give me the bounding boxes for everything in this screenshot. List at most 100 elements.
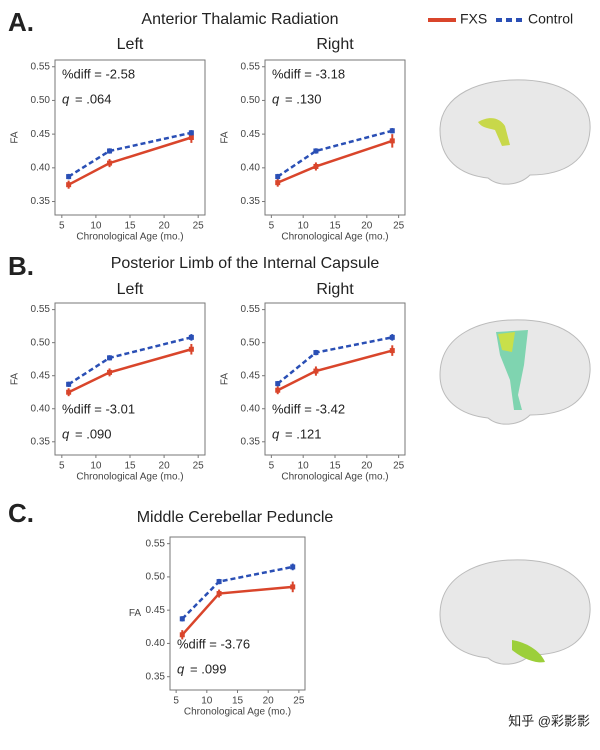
section-title: Anterior Thalamic Radiation <box>141 11 338 28</box>
data-point <box>188 130 194 136</box>
data-point <box>275 174 281 180</box>
chart: Left 0.35 0.40 0.45 0.50 0.55 5 10 15 20 25 Chronol… <box>10 36 206 243</box>
data-point <box>216 579 222 585</box>
y-tick-label: 0.50 <box>241 95 261 106</box>
y-tick-label: 0.40 <box>146 638 166 649</box>
data-point <box>389 348 395 354</box>
y-tick-label: 0.55 <box>146 538 166 549</box>
data-point <box>66 182 72 188</box>
y-tick-label: 0.35 <box>146 671 166 682</box>
x-tick-label: 15 <box>124 461 136 472</box>
x-tick-label: 10 <box>298 221 310 232</box>
data-point <box>107 355 113 361</box>
x-tick-label: 5 <box>59 221 65 232</box>
x-tick-label: 20 <box>263 696 275 707</box>
data-point <box>290 584 296 590</box>
y-axis-label: FA <box>129 608 142 619</box>
annotation: = .064 <box>75 91 112 106</box>
annotation: %diff = -3.01 <box>62 401 135 416</box>
y-tick-label: 0.35 <box>241 196 261 207</box>
data-point <box>313 148 319 154</box>
y-tick-label: 0.55 <box>31 304 51 315</box>
x-tick-label: 20 <box>361 461 373 472</box>
x-tick-label: 25 <box>193 221 205 232</box>
y-axis-label: FA <box>220 131 231 144</box>
y-tick-label: 0.55 <box>31 61 51 72</box>
chart: Right 0.35 0.40 0.45 0.50 0.55 5 10 15 20 25 Chrono… <box>220 36 406 243</box>
series-line <box>277 129 393 178</box>
panel-label: B. <box>8 251 34 281</box>
y-tick-label: 0.40 <box>31 403 51 414</box>
annotation: %diff = -3.18 <box>272 66 345 81</box>
y-tick-label: 0.40 <box>31 162 51 173</box>
x-tick-label: 20 <box>159 221 171 232</box>
x-axis-label: Chronological Age (mo.) <box>184 707 291 718</box>
x-tick-label: 25 <box>293 696 305 707</box>
x-tick-label: 5 <box>59 461 65 472</box>
annotation: = .130 <box>285 91 322 106</box>
data-point <box>389 334 395 340</box>
legend-label: Control <box>528 11 573 27</box>
x-tick-label: 25 <box>193 461 205 472</box>
annotation: = .090 <box>75 426 112 441</box>
subplot-title: Right <box>316 36 354 53</box>
data-point <box>179 632 185 638</box>
data-point <box>275 180 281 186</box>
y-tick-label: 0.35 <box>31 436 51 447</box>
x-tick-label: 15 <box>329 221 341 232</box>
y-tick-label: 0.35 <box>241 436 261 447</box>
data-point <box>188 346 194 352</box>
x-axis-label: Chronological Age (mo.) <box>281 472 388 483</box>
data-point <box>290 564 296 570</box>
y-tick-label: 0.45 <box>146 605 166 616</box>
annotation: = .121 <box>285 426 322 441</box>
x-axis-label: Chronological Age (mo.) <box>76 232 183 243</box>
x-tick-label: 25 <box>393 221 405 232</box>
watermark: 知乎 @彩影影 <box>508 713 590 728</box>
brain-image <box>439 79 591 185</box>
data-point <box>107 369 113 375</box>
data-point <box>66 174 72 180</box>
y-tick-label: 0.50 <box>31 95 51 106</box>
annotation: %diff = -3.76 <box>177 636 250 651</box>
y-tick-label: 0.50 <box>241 337 261 348</box>
x-tick-label: 10 <box>298 461 310 472</box>
x-tick-label: 15 <box>232 696 244 707</box>
section-title: Posterior Limb of the Internal Capsule <box>111 255 380 272</box>
y-axis-label: FA <box>10 131 21 144</box>
y-axis-label: FA <box>10 373 21 386</box>
x-tick-label: 10 <box>90 221 102 232</box>
panel-label: C. <box>8 498 34 528</box>
x-tick-label: 10 <box>201 696 213 707</box>
data-point <box>313 350 319 356</box>
data-point <box>275 387 281 393</box>
y-tick-label: 0.35 <box>31 196 51 207</box>
annotation: q <box>62 91 70 106</box>
y-tick-label: 0.45 <box>241 370 261 381</box>
data-point <box>389 128 395 134</box>
x-tick-label: 5 <box>269 461 275 472</box>
section-title: Middle Cerebellar Peduncle <box>137 509 334 526</box>
y-tick-label: 0.55 <box>241 61 261 72</box>
annotation: q <box>272 426 280 441</box>
chart: Right 0.35 0.40 0.45 0.50 0.55 5 10 15 20 25 Chrono… <box>220 281 406 483</box>
x-tick-label: 15 <box>329 461 341 472</box>
y-tick-label: 0.45 <box>31 129 51 140</box>
data-point <box>275 381 281 387</box>
x-axis-label: Chronological Age (mo.) <box>281 232 388 243</box>
data-point <box>188 334 194 340</box>
data-point <box>389 138 395 144</box>
annotation: q <box>177 661 185 676</box>
data-point <box>216 591 222 597</box>
x-tick-label: 20 <box>159 461 171 472</box>
annotation: q <box>272 91 280 106</box>
brain-image <box>439 559 591 665</box>
annotation: %diff = -2.58 <box>62 66 135 81</box>
subplot-title: Right <box>316 281 354 298</box>
legend: FXS Control <box>428 11 573 27</box>
chart: Left 0.35 0.40 0.45 0.50 0.55 5 10 15 20 25 Chronol… <box>10 281 206 483</box>
data-point <box>107 148 113 154</box>
y-tick-label: 0.55 <box>241 304 261 315</box>
panel-label: A. <box>8 7 34 37</box>
